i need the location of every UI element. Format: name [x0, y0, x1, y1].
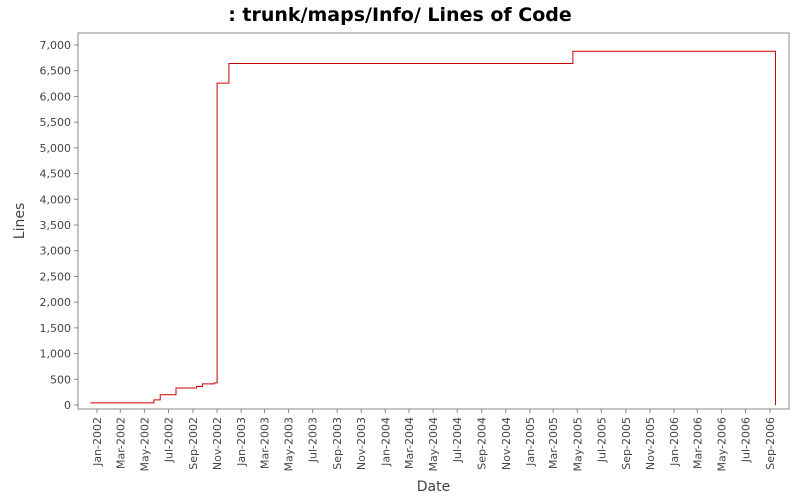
x-tick-label: Sep-2003 [331, 417, 344, 470]
series-line [90, 50, 776, 405]
y-tick-label: 4,500 [40, 168, 72, 181]
x-tick-label: Jan-2005 [524, 417, 537, 467]
x-tick-label: Mar-2003 [258, 417, 271, 469]
series-layer [90, 50, 776, 405]
x-tick-label: Jul-2003 [307, 417, 320, 463]
x-tick-label: Jul-2002 [162, 417, 175, 463]
y-tick-label: 2,000 [40, 296, 72, 309]
x-tick-label: Sep-2006 [764, 417, 777, 470]
y-tick-label: 500 [50, 373, 71, 386]
y-axis-label: Lines [12, 203, 28, 239]
y-axis: 0 500 1,000 1,500 2,000 2,500 3,000 3,500 4,000 4… [40, 39, 78, 412]
chart-title: : trunk/maps/Info/ Lines of Code [228, 4, 572, 26]
y-tick-label: 3,500 [40, 219, 72, 232]
y-tick-label: 4,000 [40, 193, 72, 206]
x-tick-label: Jan-2003 [235, 417, 248, 467]
y-tick-label: 0 [64, 399, 71, 412]
y-tick-label: 1,500 [40, 322, 72, 335]
x-tick-label: Jul-2004 [451, 417, 464, 463]
y-tick-label: 7,000 [40, 39, 72, 52]
x-tick-label: Jul-2005 [595, 417, 608, 463]
x-tick-label: Nov-2004 [500, 417, 513, 470]
x-tick-label: May-2005 [571, 417, 584, 472]
y-tick-label: 5,000 [40, 142, 72, 155]
x-tick-label: Jan-2006 [668, 417, 681, 467]
x-tick-label: Mar-2002 [114, 417, 127, 469]
x-tick-label: Jan-2002 [91, 417, 104, 467]
x-tick-label: Mar-2004 [403, 417, 416, 469]
y-tick-label: 1,000 [40, 348, 72, 361]
x-tick-label: Nov-2002 [211, 417, 224, 470]
x-tick-label: Nov-2003 [355, 417, 368, 470]
x-tick-label: May-2003 [283, 417, 296, 472]
x-tick-label: Nov-2005 [644, 417, 657, 470]
y-tick-label: 6,000 [40, 90, 72, 103]
x-tick-label: Sep-2005 [620, 417, 633, 470]
x-axis-label: Date [417, 479, 450, 495]
x-tick-label: May-2002 [138, 417, 151, 472]
plot-area [77, 32, 790, 410]
x-tick-label: Mar-2006 [691, 417, 704, 469]
x-tick-label: Sep-2004 [476, 417, 489, 470]
y-tick-label: 5,500 [40, 116, 72, 129]
x-tick-label: May-2006 [715, 417, 728, 472]
x-tick-label: Sep-2002 [187, 417, 200, 470]
y-tick-label: 2,500 [40, 270, 72, 283]
x-tick-label: May-2004 [427, 417, 440, 472]
y-tick-label: 3,000 [40, 245, 72, 258]
x-tick-label: Mar-2005 [547, 417, 560, 469]
x-tick-label: Jul-2006 [740, 417, 753, 463]
x-tick-label: Jan-2004 [379, 417, 392, 467]
y-tick-label: 6,500 [40, 65, 72, 78]
x-axis: Jan-2002 Mar-2002 May-2002 Jul-2002 Sep-2002… [91, 409, 777, 472]
